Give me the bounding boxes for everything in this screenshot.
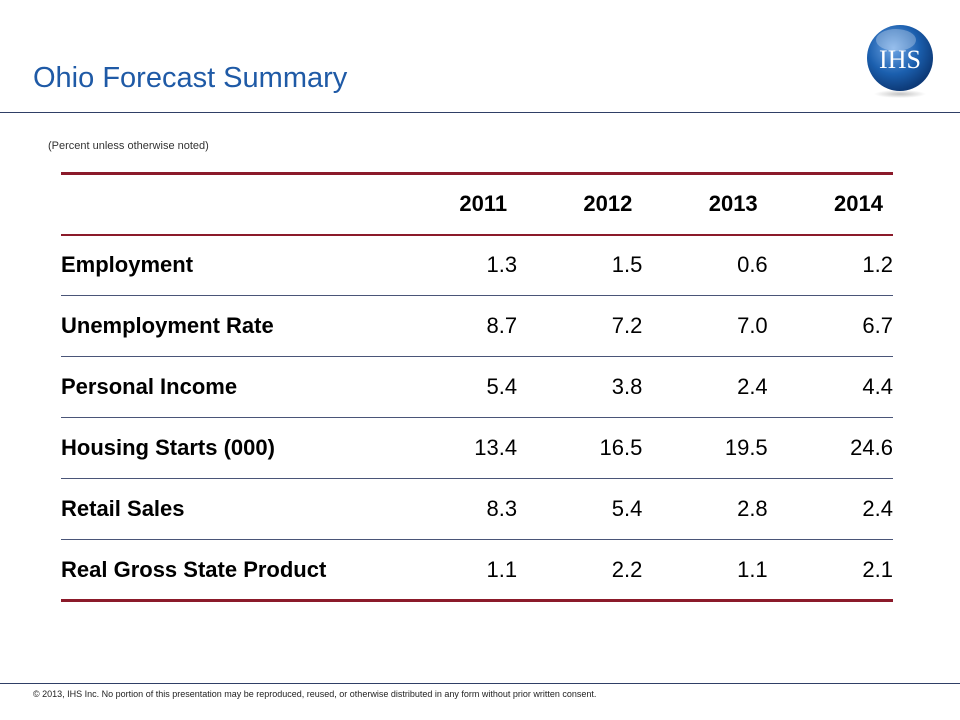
cell-value: 8.3: [391, 478, 518, 540]
copyright-notice: © 2013, IHS Inc. No portion of this pres…: [33, 689, 597, 699]
cell-value: 19.5: [642, 417, 768, 479]
slide-title: Ohio Forecast Summary: [33, 62, 348, 94]
cell-value: 6.7: [767, 295, 893, 357]
cell-value: 2.4: [642, 356, 768, 418]
row-label: Retail Sales: [61, 478, 392, 540]
cell-value: 1.3: [391, 234, 518, 296]
table-row: Retail Sales 8.3 5.4 2.8 2.4: [61, 478, 893, 540]
cell-value: 0.6: [642, 234, 768, 296]
cell-value: 24.6: [767, 417, 893, 479]
cell-value: 5.4: [517, 478, 643, 540]
table-row: Housing Starts (000) 13.4 16.5 19.5 24.6: [61, 417, 893, 479]
footer-divider: [0, 683, 960, 684]
cell-value: 1.2: [767, 234, 893, 296]
cell-value: 7.2: [517, 295, 643, 357]
cell-value: 1.1: [642, 539, 768, 602]
row-label: Unemployment Rate: [61, 295, 392, 357]
row-label: Housing Starts (000): [61, 417, 392, 479]
header-year: 2013: [642, 172, 768, 236]
units-note: (Percent unless otherwise noted): [48, 140, 209, 152]
header-year: 2014: [767, 172, 893, 236]
header-year: 2011: [391, 172, 518, 236]
cell-value: 5.4: [391, 356, 518, 418]
ihs-logo: IHS: [864, 20, 936, 100]
table-row: Unemployment Rate 8.7 7.2 7.0 6.7: [61, 295, 893, 357]
cell-value: 8.7: [391, 295, 518, 357]
table-row: Employment 1.3 1.5 0.6 1.2: [61, 234, 893, 296]
cell-value: 7.0: [642, 295, 768, 357]
cell-value: 2.8: [642, 478, 768, 540]
cell-value: 2.4: [767, 478, 893, 540]
forecast-table: 2011 2012 2013 2014 Employment 1.3 1.5 0…: [61, 172, 893, 602]
table-header-row: 2011 2012 2013 2014: [61, 172, 893, 236]
cell-value: 2.1: [767, 539, 893, 602]
row-label: Employment: [61, 234, 392, 296]
cell-value: 3.8: [517, 356, 643, 418]
cell-value: 16.5: [517, 417, 643, 479]
row-label: Personal Income: [61, 356, 392, 418]
cell-value: 2.2: [517, 539, 643, 602]
table-row: Real Gross State Product 1.1 2.2 1.1 2.1: [61, 539, 893, 602]
cell-value: 4.4: [767, 356, 893, 418]
header-blank: [61, 172, 392, 236]
cell-value: 1.5: [517, 234, 643, 296]
logo-text: IHS: [879, 45, 921, 74]
row-label: Real Gross State Product: [61, 539, 392, 602]
table-row: Personal Income 5.4 3.8 2.4 4.4: [61, 356, 893, 418]
title-divider: [0, 112, 960, 113]
cell-value: 13.4: [391, 417, 518, 479]
cell-value: 1.1: [391, 539, 518, 602]
header-year: 2012: [517, 172, 643, 236]
